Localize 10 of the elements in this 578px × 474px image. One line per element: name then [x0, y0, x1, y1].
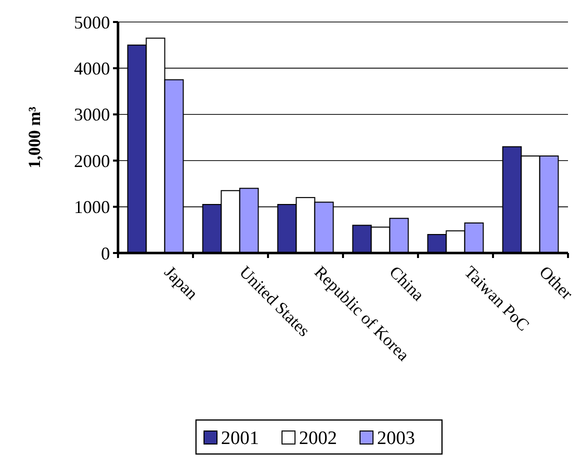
y-tick-label: 5000 — [74, 12, 110, 32]
legend-label: 2003 — [377, 428, 415, 450]
y-tick-label: 2000 — [74, 150, 110, 171]
y-tick-label: 0 — [101, 243, 110, 264]
y-tick-label: 3000 — [74, 104, 110, 125]
legend-label: 2001 — [221, 428, 259, 450]
y-axis-title: 1,000 m³ — [25, 106, 44, 168]
legend-label: 2002 — [299, 428, 337, 450]
y-tick-label: 4000 — [74, 58, 110, 78]
y-tick-label: 1000 — [74, 197, 110, 218]
